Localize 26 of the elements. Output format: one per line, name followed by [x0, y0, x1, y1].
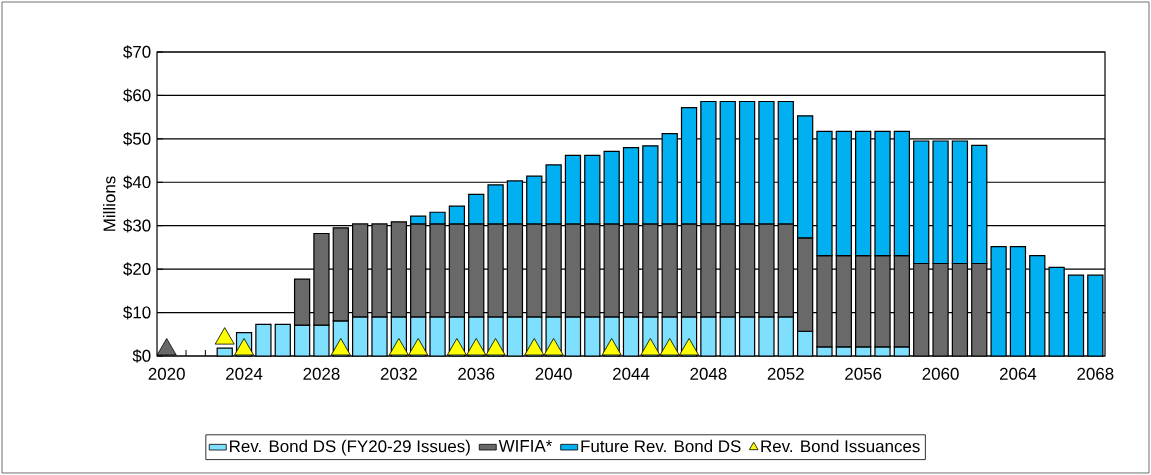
x-tick-label: 2044: [613, 367, 650, 380]
x-tick-label: 2024: [226, 367, 263, 380]
legend-label: Rev. Bond Issuances: [761, 439, 920, 453]
y-tick-label: $70: [123, 45, 151, 59]
x-tick-label: 2036: [458, 367, 495, 380]
y-tick-label: $40: [123, 175, 151, 190]
x-tick-label: 2048: [690, 367, 727, 380]
y-tick-label: $0: [132, 349, 151, 363]
y-axis-title: Millions: [102, 176, 116, 231]
y-tick-label: $50: [123, 131, 151, 146]
x-tick-label: 2040: [535, 367, 572, 380]
y-tick-label: $10: [123, 305, 151, 320]
x-tick-label: 2020: [148, 367, 185, 380]
x-tick-label: 2068: [1077, 367, 1114, 380]
x-tick-label: 2060: [922, 367, 959, 380]
y-tick-label: $60: [123, 88, 151, 103]
x-tick-label: 2028: [303, 367, 340, 380]
y-tick-label: $30: [123, 218, 151, 233]
x-tick-label: 2052: [767, 367, 804, 380]
legend-label: Future Rev. Bond DS: [581, 439, 741, 453]
legend-label: WIFIA*: [498, 440, 553, 452]
x-tick-label: 2064: [999, 367, 1037, 380]
x-tick-label: 2056: [845, 367, 882, 380]
x-tick-label: 2032: [380, 367, 417, 380]
y-tick-label: $20: [123, 262, 151, 276]
legend-label: Rev. Bond DS (FY20-29 Issues): [230, 439, 470, 456]
